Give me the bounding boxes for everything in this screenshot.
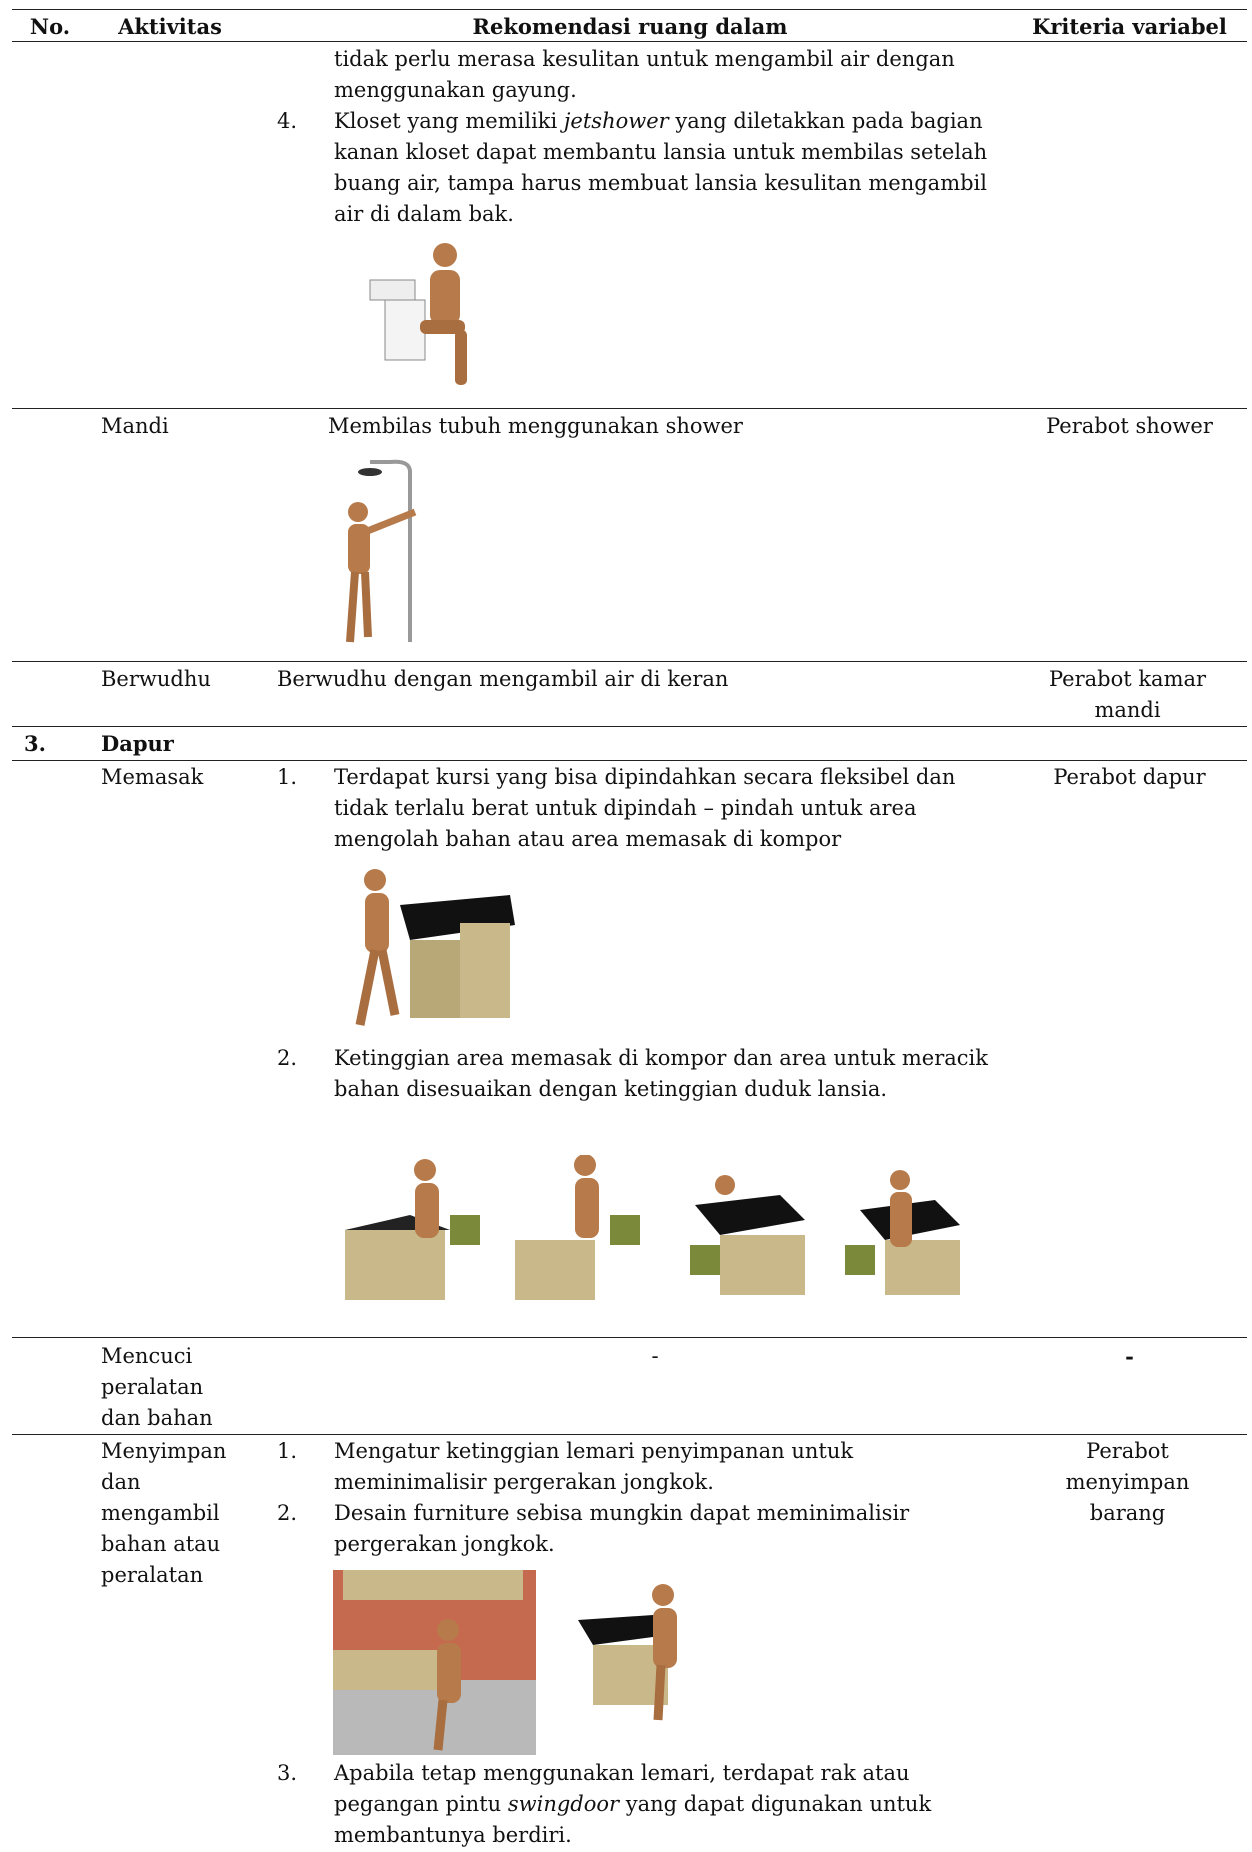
- header-cell: Kriteria variabel: [1032, 14, 1227, 39]
- table-rule: [12, 661, 1247, 662]
- criteria: Perabot kamar mandi: [1048, 667, 1207, 722]
- text: swingdoor: [507, 1792, 620, 1816]
- text: jetshower: [563, 109, 669, 133]
- item-text: Terdapat kursi yang bisa dipindahkan sec…: [334, 762, 994, 855]
- text: Desain furniture sebisa mungkin dapat me…: [334, 1501, 910, 1556]
- item-number: 1.: [277, 1439, 298, 1463]
- illustration-toilet: [369, 243, 467, 385]
- criteria: Perabot shower: [1046, 414, 1213, 438]
- header-cell: No.: [29, 14, 71, 39]
- section-title: Dapur: [101, 731, 174, 756]
- criteria: -: [1125, 1344, 1134, 1369]
- table-rule: [12, 760, 1247, 761]
- text: tidak perlu merasa kesulitan untuk menga…: [334, 47, 955, 102]
- item-number: 1.: [277, 765, 298, 789]
- activity: Berwudhu: [101, 667, 211, 691]
- item-number: 2.: [277, 1501, 298, 1525]
- table-rule: [12, 41, 1247, 42]
- item-number: 2.: [277, 1046, 298, 1070]
- illustration-shower: [346, 459, 417, 643]
- text: yang diletakkan pada bagian kanan kloset…: [334, 109, 988, 226]
- activity: Memasak: [101, 765, 204, 789]
- item-text: Desain furniture sebisa mungkin dapat me…: [334, 1498, 994, 1560]
- activity: Mencuci peralatan dan bahan: [101, 1344, 213, 1430]
- illustration-kitchen-row: [345, 1155, 960, 1300]
- illustration-storage: [333, 1570, 677, 1755]
- item-text: Mengatur ketinggian lemari penyimpanan u…: [334, 1436, 994, 1498]
- activity: Menyimpan dan mengambil bahan atau peral…: [101, 1439, 227, 1587]
- section-number: 3.: [24, 731, 46, 756]
- illustration-kitchen: [355, 869, 515, 1026]
- criteria: Perabot dapur: [1053, 765, 1206, 789]
- text: Ketinggian area memasak di kompor dan ar…: [334, 1046, 988, 1101]
- item-text: tidak perlu merasa kesulitan untuk menga…: [334, 44, 994, 106]
- item-number: 3.: [277, 1761, 298, 1785]
- recommendation: Membilas tubuh menggunakan shower: [328, 414, 743, 438]
- table-rule: [12, 1337, 1247, 1338]
- text: Mengatur ketinggian lemari penyimpanan u…: [334, 1439, 854, 1494]
- item-number: 4.: [277, 109, 298, 133]
- text: yang dapat digunakan untuk membantunya b…: [334, 1792, 932, 1847]
- text: Apabila tetap menggunakan lemari, terdap…: [334, 1761, 910, 1816]
- table-rule: [12, 1434, 1247, 1435]
- item-text: Kloset yang memiliki jetshower yang dile…: [334, 106, 994, 230]
- activity: Mandi: [101, 414, 169, 438]
- header-cell: Rekomendasi ruang dalam: [472, 14, 788, 39]
- recommendation: -: [651, 1344, 659, 1368]
- item-text: Apabila tetap menggunakan lemari, terdap…: [334, 1758, 994, 1851]
- table-rule: [12, 726, 1247, 727]
- text: Terdapat kursi yang bisa dipindahkan sec…: [334, 765, 956, 851]
- table-rule: [12, 408, 1247, 409]
- table-rule: [12, 9, 1247, 10]
- item-text: Ketinggian area memasak di kompor dan ar…: [334, 1043, 994, 1105]
- criteria: Perabot menyimpan barang: [1065, 1439, 1190, 1525]
- recommendation: Berwudhu dengan mengambil air di keran: [277, 667, 729, 691]
- header-cell: Aktivitas: [118, 14, 222, 39]
- text: Kloset yang memiliki: [334, 109, 564, 133]
